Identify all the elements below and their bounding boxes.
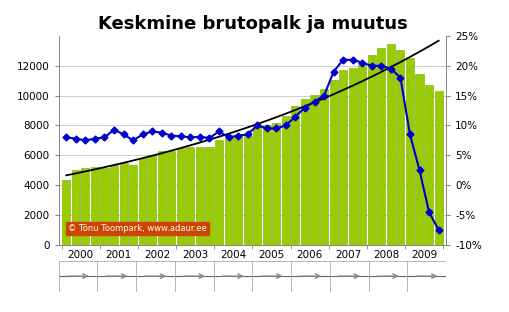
Bar: [91, 168, 99, 245]
Bar: [215, 139, 222, 245]
Bar: [272, 123, 280, 245]
Bar: [186, 147, 194, 245]
Bar: [205, 147, 213, 245]
Bar: [291, 105, 299, 245]
Bar: [224, 138, 232, 245]
Bar: [405, 58, 413, 245]
Bar: [281, 116, 289, 245]
Bar: [434, 91, 442, 245]
Bar: [167, 151, 175, 245]
Bar: [329, 80, 337, 245]
Bar: [377, 47, 385, 245]
Bar: [395, 50, 404, 245]
Bar: [386, 44, 394, 245]
Bar: [72, 170, 80, 245]
Bar: [348, 67, 356, 245]
Text: © Tõnu Toompark, www.adaur.ee: © Tõnu Toompark, www.adaur.ee: [68, 224, 207, 233]
Title: Keskmine brutopalk ja muutus: Keskmine brutopalk ja muutus: [97, 15, 407, 33]
Bar: [338, 71, 347, 245]
Bar: [234, 136, 242, 245]
Bar: [367, 55, 375, 245]
Bar: [119, 163, 127, 245]
Bar: [100, 168, 108, 245]
Bar: [310, 95, 318, 245]
Bar: [357, 65, 365, 245]
Bar: [129, 165, 137, 245]
Bar: [243, 136, 251, 245]
Bar: [148, 155, 156, 245]
Bar: [110, 165, 118, 245]
Bar: [424, 85, 432, 245]
Bar: [415, 74, 423, 245]
Bar: [177, 148, 185, 245]
Bar: [157, 151, 165, 245]
Bar: [195, 147, 204, 245]
Bar: [262, 125, 270, 245]
Bar: [138, 158, 147, 245]
Bar: [252, 126, 261, 245]
Bar: [62, 180, 70, 245]
Bar: [300, 100, 308, 245]
Bar: [319, 89, 327, 245]
Bar: [81, 168, 89, 245]
